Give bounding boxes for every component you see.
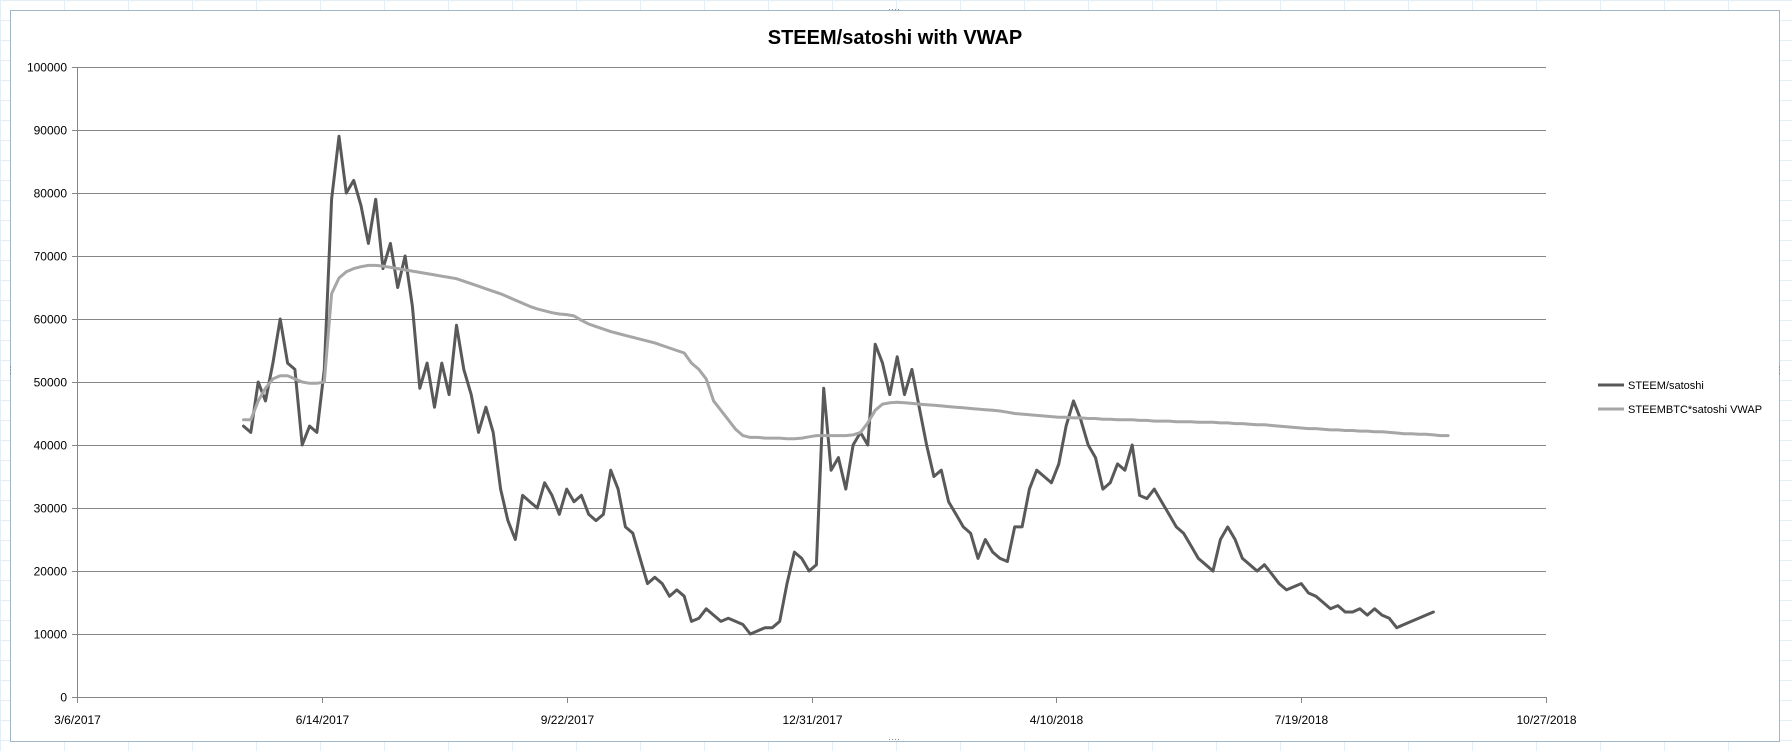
x-tick-label: 12/31/2017 [782,713,842,727]
x-tick-label: 10/27/2018 [1516,713,1576,727]
resize-handle-left[interactable]: ⋮ [6,365,15,375]
x-tick-label: 9/22/2017 [541,713,595,727]
chart-title: STEEM/satoshi with VWAP [768,27,1022,49]
y-tick-label: 40000 [34,439,68,453]
gridlines [77,67,1546,635]
y-tick-label: 100000 [27,61,67,75]
legend-label: STEEM/satoshi [1628,380,1704,392]
series-line-vwap [242,263,1450,441]
axes: 0 10000 20000 30000 40000 50000 60000 70000 8000… [27,61,1577,728]
resize-handle-top[interactable]: ···· [888,4,900,14]
legend: STEEM/satoshi STEEMBTC*satoshi VWAP [1598,380,1762,416]
resize-handle-bottom[interactable]: ···· [888,734,900,744]
y-tick-label: 90000 [34,124,68,138]
x-tick-label: 7/19/2018 [1275,713,1329,727]
series-lines [242,134,1450,636]
x-tick-label: 6/14/2017 [296,713,350,727]
y-tick-label: 0 [60,691,67,705]
y-tick-label: 50000 [34,376,68,390]
series-line-steem-satoshi [242,134,1435,636]
legend-label: STEEMBTC*satoshi VWAP [1628,404,1762,416]
y-tick-label: 80000 [34,187,68,201]
y-tick-label: 60000 [34,313,68,327]
x-tick-label: 4/10/2018 [1030,713,1084,727]
y-tick-label: 30000 [34,502,68,516]
resize-handle-right[interactable]: ⋮ [1775,365,1784,375]
y-tick-label: 20000 [34,565,68,579]
y-tick-label: 70000 [34,250,68,264]
y-tick-label: 10000 [34,628,68,642]
chart-area[interactable]: ···· ···· ⋮ ⋮ [6,5,1784,744]
x-tick-label: 3/6/2017 [54,713,101,727]
